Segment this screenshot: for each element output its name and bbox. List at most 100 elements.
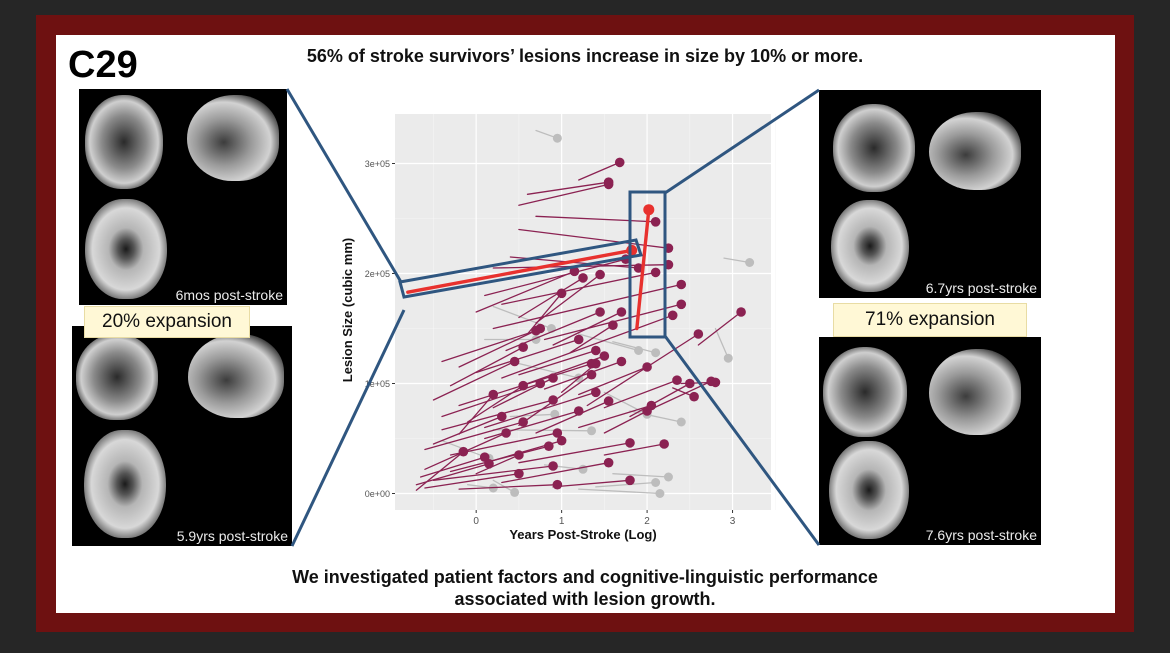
connector-left-top xyxy=(285,88,403,283)
mri-coronal-slice xyxy=(833,104,915,192)
connector-left-bottom xyxy=(290,309,406,547)
growth-point xyxy=(479,452,490,463)
growth-segment xyxy=(518,442,631,464)
growth-segment xyxy=(603,410,648,434)
plot-axes: 0 1 2 3 0e+00 1e+05 2e+05 3e+05 xyxy=(365,159,736,527)
growth-point xyxy=(552,428,563,438)
growth-segment xyxy=(449,432,559,456)
y-tick-label: 2e+05 xyxy=(365,269,390,279)
mri-axial-slice xyxy=(831,200,909,292)
other-point xyxy=(578,464,588,474)
growth-segment xyxy=(518,183,610,206)
mri-sagittal-slice xyxy=(929,112,1021,190)
growth-segment xyxy=(458,393,494,435)
other-point xyxy=(587,426,597,436)
growth-segment xyxy=(697,311,742,346)
x-tick-label: 0 xyxy=(473,516,479,527)
y-axis-label: Lesion Size (cubic mm) xyxy=(340,238,355,382)
growth-segment xyxy=(629,382,691,418)
growth-point xyxy=(595,269,605,280)
other-point xyxy=(651,348,661,358)
growth-point xyxy=(569,266,580,277)
growth-point xyxy=(625,475,635,486)
other-point xyxy=(510,487,520,497)
highlight-point xyxy=(643,204,655,216)
growth-point xyxy=(676,279,687,290)
growth-point xyxy=(497,411,507,422)
other-point xyxy=(745,258,755,267)
growth-point xyxy=(518,380,528,391)
mri-sagittal-slice xyxy=(929,349,1021,435)
y-tick-label: 0e+00 xyxy=(365,489,390,499)
plot-panel-background xyxy=(395,114,771,510)
panel-caption: 6.7yrs post-stroke xyxy=(925,280,1037,296)
connector-right-top xyxy=(664,88,820,195)
growth-point xyxy=(573,406,584,416)
mri-panel-top-right: 6.7yrs post-stroke xyxy=(819,90,1041,298)
growth-point xyxy=(603,457,614,468)
growth-point xyxy=(667,310,678,321)
growth-segment xyxy=(484,410,580,440)
growth-point xyxy=(514,468,524,479)
growth-point xyxy=(676,299,687,310)
growth-segment xyxy=(518,277,584,319)
growth-point xyxy=(625,438,635,448)
growth-point xyxy=(616,356,627,367)
slide-conclusion: We investigated patient factors and cogn… xyxy=(180,566,990,610)
other-point xyxy=(663,472,673,482)
growth-point xyxy=(650,217,661,227)
growth-point xyxy=(616,307,627,317)
growth-segment xyxy=(501,462,610,484)
slide-code: C29 xyxy=(68,44,138,86)
growth-segment xyxy=(475,454,520,475)
growth-point xyxy=(535,323,546,334)
mri-sagittal-slice xyxy=(187,95,279,181)
growth-point xyxy=(591,387,601,398)
growth-point xyxy=(586,358,597,369)
growth-point xyxy=(556,435,567,446)
other-segment xyxy=(509,360,580,379)
growth-point xyxy=(458,446,469,457)
growth-point xyxy=(599,351,610,361)
other-point xyxy=(655,489,665,498)
growth-segment xyxy=(492,283,682,330)
mri-axial-slice xyxy=(84,430,166,538)
growth-segment xyxy=(603,443,665,456)
x-axis-label: Years Post-Stroke (Log) xyxy=(509,527,656,542)
other-segment xyxy=(714,327,729,359)
growth-segment xyxy=(501,314,674,379)
growth-point xyxy=(650,267,661,278)
growth-segment xyxy=(578,366,648,396)
other-point xyxy=(651,478,661,487)
growth-point xyxy=(509,356,520,367)
other-point xyxy=(550,409,560,419)
growth-segment xyxy=(475,338,580,374)
mri-panel-bottom-left: 5.9yrs post-stroke xyxy=(72,326,292,546)
growth-segment xyxy=(535,273,601,324)
growth-point xyxy=(603,179,614,190)
conclusion-line-2: associated with lesion growth. xyxy=(454,589,716,609)
growth-segment xyxy=(449,445,550,473)
mri-panel-top-left: 6mos post-stroke xyxy=(79,89,287,305)
other-point xyxy=(676,417,686,427)
panel-caption: 5.9yrs post-stroke xyxy=(176,528,288,544)
highlight-segment xyxy=(406,248,634,294)
growth-segment xyxy=(419,456,486,478)
growth-segment xyxy=(569,324,614,354)
growth-segment xyxy=(458,484,559,490)
left-expansion-callout: 20% expansion xyxy=(84,306,250,338)
growth-point xyxy=(501,428,511,438)
growth-point xyxy=(548,373,558,383)
highlight-segment xyxy=(635,207,651,331)
mri-sagittal-slice xyxy=(188,334,284,418)
other-segment xyxy=(612,341,657,354)
highlight-point xyxy=(626,244,638,256)
growth-segment xyxy=(526,181,610,195)
growth-point xyxy=(548,395,558,405)
growth-segment xyxy=(424,421,524,451)
slide-headline: 56% of stroke survivors’ lesions increas… xyxy=(306,46,864,66)
conclusion-line-1: We investigated patient factors and cogn… xyxy=(292,567,878,587)
y-tick-label: 3e+05 xyxy=(365,159,390,169)
growth-point xyxy=(535,378,546,389)
